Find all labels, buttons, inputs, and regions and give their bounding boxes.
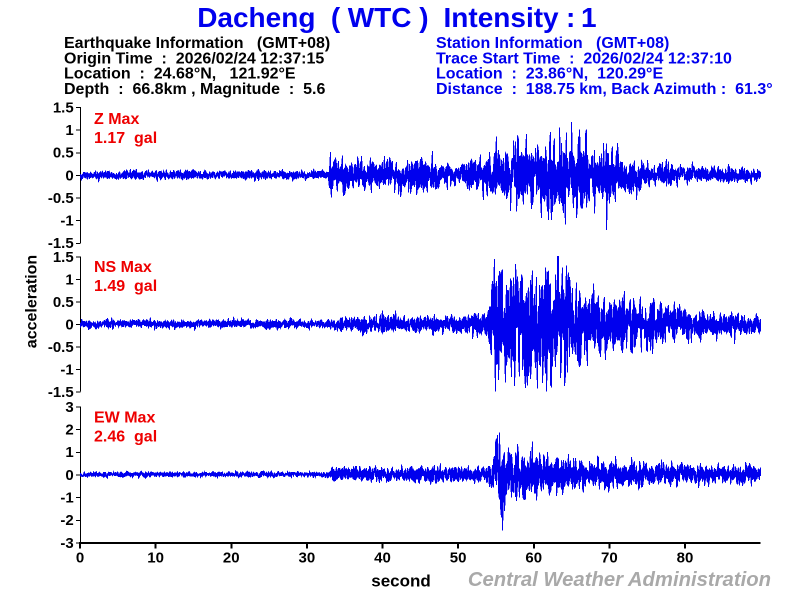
svg-text:NS Max: NS Max (94, 259, 152, 276)
svg-text:0.5: 0.5 (53, 294, 74, 311)
svg-text:60: 60 (525, 549, 542, 566)
svg-text:1: 1 (65, 271, 73, 288)
svg-text:-1.5: -1.5 (48, 384, 74, 401)
svg-text:-0.5: -0.5 (48, 190, 74, 207)
svg-text:30: 30 (299, 549, 316, 566)
svg-text:1: 1 (65, 444, 73, 461)
svg-text:Distance : 188.75 km, Back A: Distance : 188.75 km, Back Azimuth : 61.… (436, 81, 773, 98)
svg-text:40: 40 (374, 549, 391, 566)
svg-text:1.5: 1.5 (53, 249, 74, 266)
svg-text:10: 10 (147, 549, 164, 566)
svg-text:EW Max: EW Max (94, 410, 155, 427)
svg-text:Trace Start Time : 2026/02/2: Trace Start Time : 2026/02/24 12:37:10 (436, 50, 732, 67)
svg-text:Dacheng: Dacheng (197, 2, 315, 33)
svg-text:Location : 24.68°N, 121.92: Location : 24.68°N, 121.92°E (64, 66, 296, 83)
svg-text:Location : 23.86°N, 120.29°: Location : 23.86°N, 120.29°E (436, 66, 663, 83)
svg-text:0: 0 (76, 549, 84, 566)
svg-text:80: 80 (677, 549, 694, 566)
svg-text:Central Weather Administration: Central Weather Administration (468, 569, 771, 591)
svg-text:Station Information (GMT+08): Station Information (GMT+08) (436, 35, 669, 52)
svg-text:0: 0 (65, 316, 73, 333)
svg-text:0: 0 (65, 467, 73, 484)
svg-text:): ) (419, 2, 428, 33)
svg-text:1.49 gal: 1.49 gal (94, 278, 157, 295)
svg-text:Earthquake Information (GMT+: Earthquake Information (GMT+08) (64, 35, 330, 52)
svg-text:20: 20 (223, 549, 240, 566)
svg-text:1.17 gal: 1.17 gal (94, 130, 157, 147)
svg-text:Intensity: Intensity (444, 2, 560, 33)
svg-text:-1: -1 (60, 213, 73, 230)
svg-text:acceleration: acceleration (24, 255, 41, 348)
svg-text:1: 1 (581, 2, 597, 33)
svg-text:70: 70 (601, 549, 618, 566)
svg-text:-0.5: -0.5 (48, 339, 74, 356)
svg-text::: : (566, 2, 575, 33)
svg-text:-3: -3 (60, 535, 73, 552)
svg-text:2: 2 (65, 422, 73, 439)
svg-text:0: 0 (65, 167, 73, 184)
svg-text:second: second (371, 571, 431, 590)
svg-text:Depth : 66.8km , Magnitude: Depth : 66.8km , Magnitude : 5.6 (64, 81, 325, 98)
svg-text:-1: -1 (60, 361, 73, 378)
svg-text:50: 50 (450, 549, 467, 566)
svg-text:1.5: 1.5 (53, 99, 74, 116)
svg-text:2.46 gal: 2.46 gal (94, 428, 157, 445)
svg-text:-1.5: -1.5 (48, 235, 74, 252)
svg-text:1: 1 (65, 122, 73, 139)
svg-text:WTC: WTC (348, 2, 412, 33)
svg-text:Z Max: Z Max (94, 111, 139, 128)
svg-text:-1: -1 (60, 490, 73, 507)
svg-text:-2: -2 (60, 512, 73, 529)
svg-text:0.5: 0.5 (53, 145, 74, 162)
svg-text:3: 3 (65, 399, 73, 416)
svg-text:(: ( (331, 2, 341, 33)
svg-text:Origin Time : 2026/02/24 12:: Origin Time : 2026/02/24 12:37:15 (64, 50, 324, 67)
